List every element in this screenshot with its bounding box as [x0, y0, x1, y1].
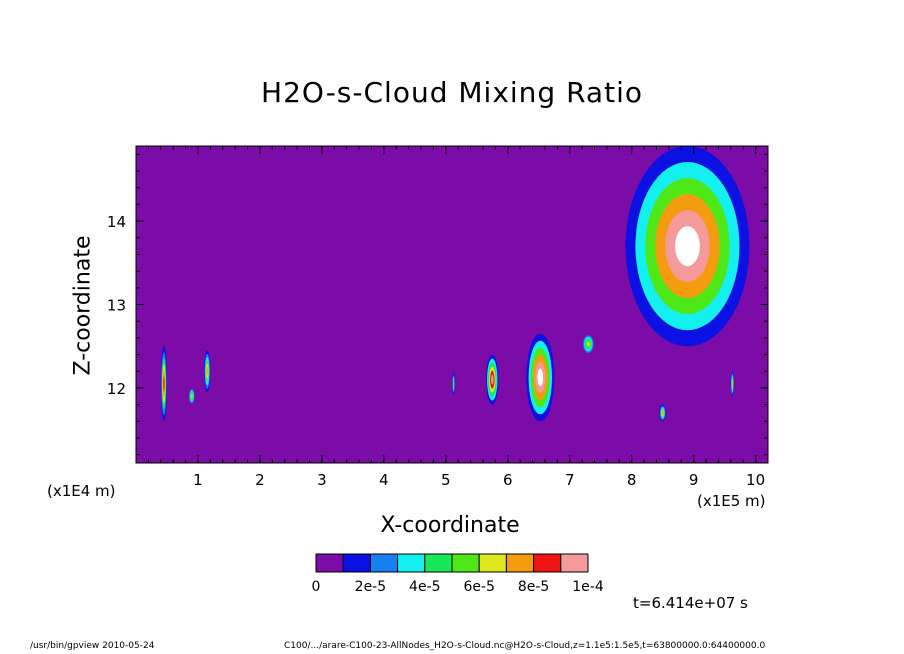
- cloud-level-6: [453, 381, 454, 387]
- colorbar-label: 1e-4: [572, 579, 604, 595]
- colorbar-label: 6e-5: [463, 579, 494, 595]
- footer-right: C100/.../arare-C100-23-AllNodes_H2O-s-Cl…: [284, 641, 766, 651]
- footer-left: /usr/bin/gpview 2010-05-24: [30, 641, 155, 651]
- cloud-feature-7: [582, 333, 595, 355]
- x-tick-label: 4: [379, 471, 389, 489]
- cloud-level-6: [662, 411, 664, 415]
- cloud-level-6: [587, 342, 590, 347]
- chart-title: H2O-s-Cloud Mixing Ratio: [261, 76, 643, 109]
- colorbar-swatch: [369, 553, 399, 573]
- x-tick-label: 6: [503, 471, 513, 489]
- x-tick-label: 7: [565, 471, 575, 489]
- cloud-feature-9: [625, 146, 750, 347]
- x-tick-label: 8: [627, 471, 637, 489]
- colorbar-label: 8e-5: [518, 579, 549, 595]
- cloud-level-6: [675, 226, 700, 267]
- time-annotation: t=6.414e+07 s: [633, 594, 748, 612]
- cloud-features: [160, 146, 750, 422]
- colorbar-label: 0: [312, 579, 321, 595]
- colorbar: 0 2e-5 4e-5 6e-5 8e-5 1e-4: [312, 553, 604, 595]
- cloud-feature-5: [486, 354, 499, 405]
- colorbar-swatch: [533, 553, 562, 573]
- cloud-feature-1: [160, 346, 167, 422]
- colorbar-label: 4e-5: [409, 579, 440, 595]
- cloud-feature-2: [188, 387, 195, 405]
- cloud-level-6: [163, 376, 165, 392]
- colorbar-swatch: [451, 553, 480, 573]
- x-tick-label: 10: [746, 471, 765, 489]
- colorbar-swatch: [478, 553, 507, 573]
- x-tick-label: 1: [193, 471, 203, 489]
- cloud-feature-10: [730, 371, 734, 397]
- colorbar-swatch: [397, 553, 426, 573]
- x-tick-label: 9: [689, 471, 699, 489]
- x-tick-label: 3: [317, 471, 327, 489]
- y-tick-label: 14: [107, 213, 126, 231]
- x-axis-label: X-coordinate: [380, 513, 520, 538]
- colorbar-swatch: [342, 553, 371, 573]
- y-tick-label: 12: [107, 380, 126, 398]
- colorbar-label: 2e-5: [355, 579, 386, 595]
- y-tick-label: 13: [107, 297, 126, 315]
- colorbar-swatch: [560, 553, 589, 573]
- colorbar-swatch: [505, 553, 535, 573]
- x-tick-label: 2: [255, 471, 265, 489]
- colorbar-swatch: [315, 553, 344, 573]
- cloud-feature-6: [526, 333, 555, 422]
- y-axis-unit: (x1E4 m): [47, 482, 116, 500]
- cloud-level-6: [206, 367, 208, 376]
- cloud-level-6: [491, 374, 494, 385]
- cloud-level-6: [537, 368, 544, 387]
- x-tick-label: 5: [441, 471, 451, 489]
- cloud-feature-3: [204, 350, 211, 393]
- cloud-level-6: [191, 394, 193, 398]
- x-axis-unit: (x1E5 m): [697, 492, 766, 510]
- cloud-feature-4: [452, 371, 456, 397]
- cloud-level-6: [732, 381, 733, 387]
- cloud-feature-8: [659, 404, 666, 422]
- colorbar-swatch: [424, 553, 453, 573]
